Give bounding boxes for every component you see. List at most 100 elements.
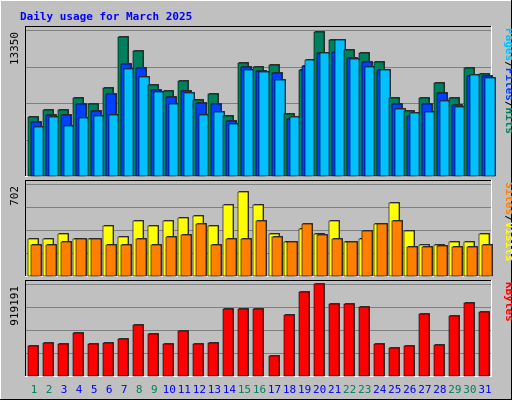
bar-pages xyxy=(123,68,135,177)
bar-kbytes xyxy=(283,314,295,377)
x-tick-label: 3 xyxy=(61,383,68,396)
bar-sites xyxy=(75,238,87,277)
x-tick-label: 27 xyxy=(418,383,431,396)
bar-sites xyxy=(286,241,298,277)
bar-kbytes xyxy=(313,283,325,377)
x-tick-label: 4 xyxy=(76,383,83,396)
bar-sites xyxy=(316,234,328,277)
bar-kbytes xyxy=(358,306,370,377)
bar-sites xyxy=(45,244,57,277)
bar-kbytes xyxy=(72,332,84,377)
bar-kbytes xyxy=(222,308,234,377)
bar-sites xyxy=(376,223,388,277)
bar-pages xyxy=(379,69,391,177)
bar-pages xyxy=(364,66,376,177)
bar-pages xyxy=(78,117,90,177)
x-tick-label: 30 xyxy=(463,383,476,396)
bar-sites xyxy=(150,244,162,277)
x-tick-label: 28 xyxy=(433,383,446,396)
side-legend: KBytes xyxy=(503,282,512,322)
side-legend-item: KBytes xyxy=(503,282,512,322)
bar-kbytes xyxy=(478,311,490,377)
bar-kbytes xyxy=(87,343,99,377)
bar-kbytes xyxy=(57,343,69,377)
chart-title: Daily usage for March 2025 xyxy=(20,10,192,23)
chart-panels: 13350Pages/Files/Hits702Sites/Visits9191… xyxy=(8,26,512,377)
x-tick-label: 2 xyxy=(46,383,53,396)
bar-pages xyxy=(349,58,361,177)
bar-pages xyxy=(454,106,466,177)
bar-pages xyxy=(424,111,436,177)
bar-kbytes xyxy=(42,342,54,377)
side-legend: Sites/Visits xyxy=(503,182,512,262)
x-tick-label: 8 xyxy=(136,383,143,396)
bar-sites xyxy=(271,236,283,277)
bar-sites xyxy=(255,220,267,277)
bar-kbytes xyxy=(328,303,340,377)
bar-pages xyxy=(168,103,180,177)
y-max-label: 13350 xyxy=(8,32,21,65)
bar-sites xyxy=(331,238,343,277)
bar-sites xyxy=(195,223,207,277)
bar-pages xyxy=(439,100,451,177)
x-tick-label: 1 xyxy=(31,383,38,396)
x-tick-label: 24 xyxy=(373,383,387,396)
bar-sites xyxy=(466,246,478,277)
bar-kbytes xyxy=(177,330,189,377)
side-legend-item: Hits xyxy=(503,108,512,135)
x-tick-label: 12 xyxy=(193,383,206,396)
x-tick-label: 19 xyxy=(298,383,311,396)
bar-pages xyxy=(93,115,105,177)
x-tick-label: 31 xyxy=(478,383,491,396)
bar-pages xyxy=(228,123,240,177)
x-tick-label: 26 xyxy=(403,383,416,396)
bar-kbytes xyxy=(463,302,475,377)
bar-sites xyxy=(105,244,117,277)
bar-pages xyxy=(33,126,45,177)
bar-sites xyxy=(90,238,102,277)
x-tick-label: 7 xyxy=(121,383,128,396)
x-tick-label: 5 xyxy=(91,383,98,396)
bar-pages xyxy=(108,114,120,177)
bar-pages xyxy=(183,92,195,177)
bar-kbytes xyxy=(388,347,400,377)
x-tick-label: 25 xyxy=(388,383,401,396)
x-tick-label: 11 xyxy=(178,383,191,396)
bar-kbytes xyxy=(102,342,114,377)
bar-sites xyxy=(120,244,132,277)
side-legend-item: Visits xyxy=(503,222,512,262)
bar-pages xyxy=(334,39,346,177)
bar-sites xyxy=(346,241,358,277)
bar-pages xyxy=(289,116,301,177)
bar-pages xyxy=(469,74,481,177)
bar-sites xyxy=(451,246,463,277)
side-legend-item: Sites xyxy=(503,182,512,215)
bar-kbytes xyxy=(192,343,204,377)
x-tick-label: 10 xyxy=(163,383,176,396)
bar-pages xyxy=(304,59,316,177)
x-tick-label: 18 xyxy=(283,383,296,396)
bar-pages xyxy=(409,112,421,177)
y-max-label: 919191 xyxy=(8,286,21,326)
bar-sites xyxy=(210,244,222,277)
bar-pages xyxy=(63,125,75,177)
bar-pages xyxy=(319,52,331,177)
bar-kbytes xyxy=(162,343,174,377)
bar-kbytes xyxy=(373,343,385,377)
bar-pages xyxy=(394,108,406,177)
x-tick-label: 17 xyxy=(268,383,281,396)
bar-sites xyxy=(361,230,373,277)
bar-kbytes xyxy=(433,344,445,377)
x-tick-label: 16 xyxy=(253,383,266,396)
side-legend-item: Files xyxy=(503,68,512,101)
bar-sites xyxy=(30,244,42,277)
x-tick-label: 15 xyxy=(238,383,251,396)
bar-pages xyxy=(213,111,225,177)
bar-kbytes xyxy=(117,338,129,377)
x-axis-labels: 1 2 3 4 5 6 7 8 9 10 11 12 13 14 15 16 17 18 19 20 21 22 23 24 2… xyxy=(31,383,492,396)
x-tick-label: 9 xyxy=(151,383,158,396)
bar-sites xyxy=(481,244,493,277)
bar-sites xyxy=(240,238,252,277)
